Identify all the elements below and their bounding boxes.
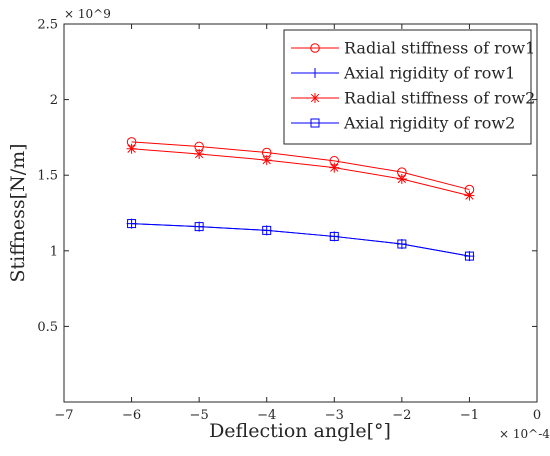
legend-label: Axial rigidity of row1	[343, 64, 515, 83]
legend-entry: Radial stiffness of row2	[291, 89, 535, 108]
legend-marker	[310, 93, 320, 103]
x-tick-label: −2	[392, 408, 411, 423]
y-tick-label: 2.5	[37, 18, 58, 33]
legend-box	[283, 29, 532, 145]
data-point	[194, 149, 205, 160]
legend-marker	[310, 43, 320, 53]
legend-marker	[310, 68, 320, 78]
data-point	[126, 143, 137, 154]
series-3	[126, 143, 475, 201]
y-multiplier: × 10^9	[64, 7, 111, 21]
legend-entries: Radial stiffness of row1 Axial rigidity o…	[291, 39, 535, 133]
series-line	[131, 223, 470, 257]
y-axis-label: Stiffness[N/m]	[7, 143, 29, 282]
x-multiplier: × 10^-4	[499, 427, 550, 441]
x-tick-label: 0	[533, 408, 541, 423]
x-tick-label: −3	[325, 408, 344, 423]
data-point	[397, 239, 407, 249]
ticks-layer: −7 −6 −5 −4 −3 −2 −1 0 0.5 1 1.5 2 2.5	[37, 18, 541, 424]
x-tick-label: −1	[460, 408, 479, 423]
data-point	[464, 251, 474, 261]
data-point	[396, 173, 407, 184]
x-tick-label: −4	[257, 408, 276, 423]
data-point	[329, 162, 340, 173]
series-line	[131, 148, 470, 197]
legend-entry: Axial rigidity of row2	[291, 114, 515, 133]
series-line	[131, 141, 470, 191]
series-4	[127, 219, 474, 261]
data-point	[262, 225, 272, 235]
y-tick-label: 1.5	[37, 169, 58, 184]
data-point	[464, 190, 475, 201]
legend: Radial stiffness of row1 Axial rigidity o…	[283, 29, 535, 145]
data-point	[127, 219, 137, 229]
plot-frame	[63, 23, 538, 403]
data-point	[329, 231, 339, 241]
legend-label: Axial rigidity of row2	[343, 114, 515, 133]
data-point	[261, 155, 272, 166]
data-point	[194, 222, 204, 232]
y-tick-label: 0.5	[37, 320, 58, 335]
data-point	[464, 251, 475, 262]
series-layer	[126, 137, 475, 262]
legend-entry: Axial rigidity of row1	[291, 64, 515, 83]
x-tick-label: −7	[54, 408, 73, 423]
y-tick-label: 2	[50, 93, 58, 108]
legend-label: Radial stiffness of row2	[344, 89, 535, 108]
legend-label: Radial stiffness of row1	[344, 39, 535, 58]
x-axis-label: Deflection angle[°]	[209, 420, 391, 442]
legend-entry: Radial stiffness of row1	[291, 39, 535, 58]
x-tick-label: −6	[122, 408, 141, 423]
legend-marker	[310, 118, 320, 128]
y-tick-label: 1	[50, 244, 58, 259]
x-tick-label: −5	[190, 408, 209, 423]
